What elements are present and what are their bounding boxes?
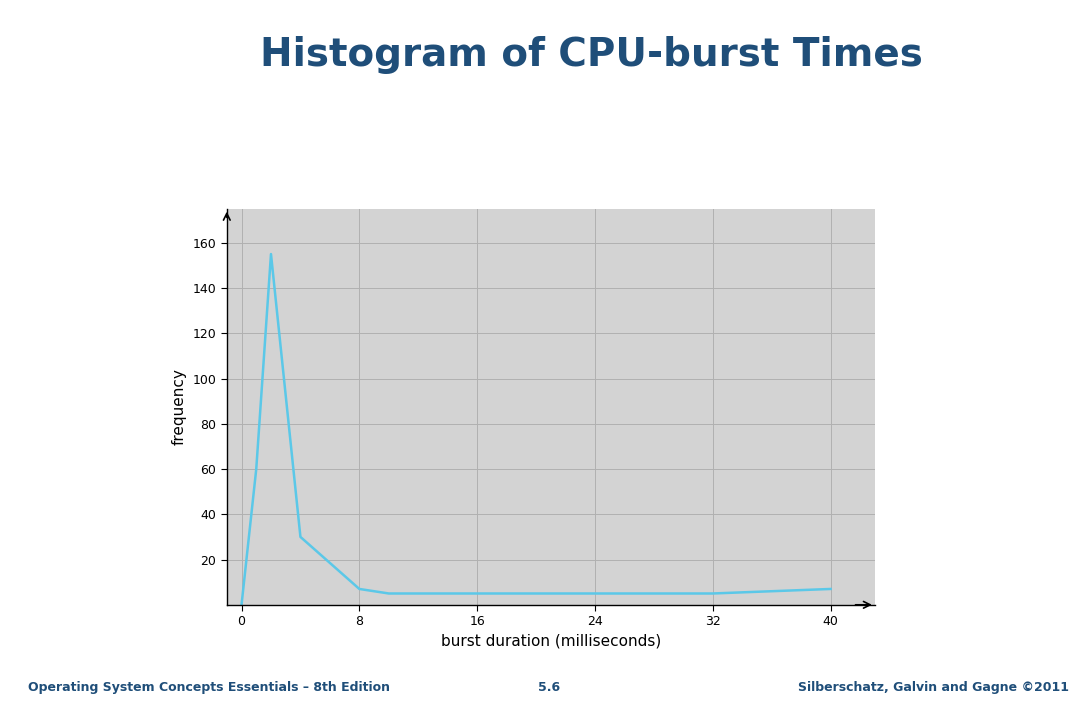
- Text: Operating System Concepts Essentials – 8th Edition: Operating System Concepts Essentials – 8…: [28, 681, 390, 694]
- Text: 5.6: 5.6: [538, 681, 559, 694]
- X-axis label: burst duration (milliseconds): burst duration (milliseconds): [441, 634, 661, 649]
- Text: Silberschatz, Galvin and Gagne ©2011: Silberschatz, Galvin and Gagne ©2011: [798, 681, 1069, 694]
- Y-axis label: frequency: frequency: [172, 369, 187, 445]
- Text: Histogram of CPU-burst Times: Histogram of CPU-burst Times: [259, 36, 922, 74]
